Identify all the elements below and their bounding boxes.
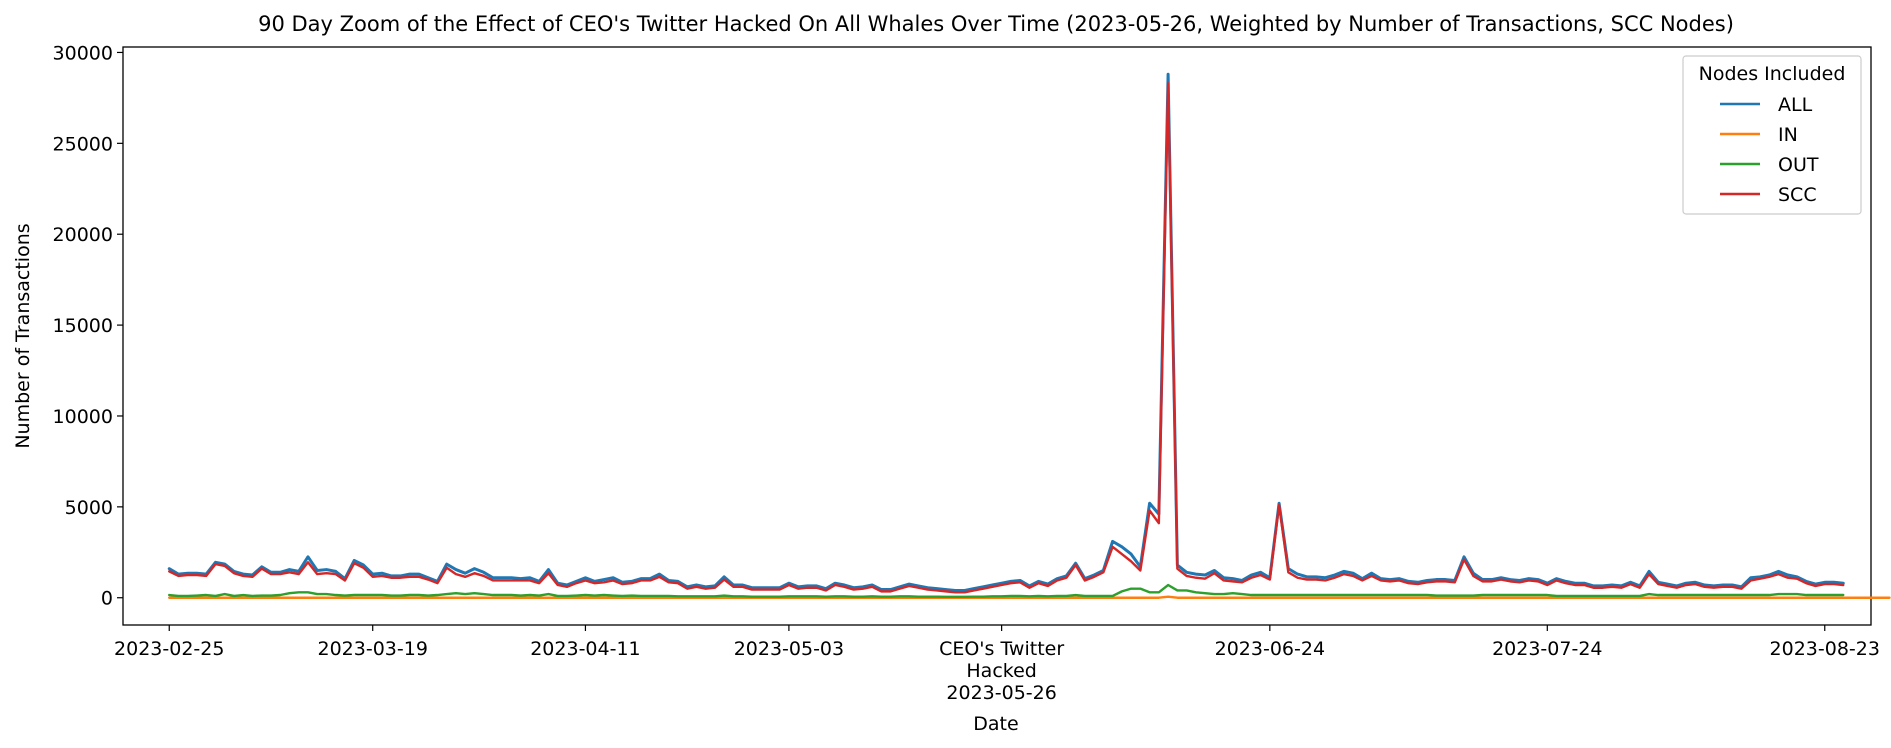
y-axis-ticks: 0 5000 10000 15000 20000 25000 30000 bbox=[53, 42, 123, 610]
y-tick-label: 30000 bbox=[53, 42, 113, 64]
x-tick-label: 2023-05-26 bbox=[946, 682, 1056, 704]
x-tick-label: 2023-03-19 bbox=[318, 638, 428, 660]
series-line-out bbox=[168, 583, 1845, 599]
x-tick-label: 2023-06-24 bbox=[1215, 638, 1325, 660]
y-tick-label: 10000 bbox=[53, 406, 113, 428]
y-tick-label: 15000 bbox=[53, 315, 113, 337]
y-tick-label: 20000 bbox=[53, 224, 113, 246]
series-line-in bbox=[168, 595, 1891, 599]
legend-label-out: OUT bbox=[1778, 154, 1819, 176]
series-line-scc bbox=[168, 82, 1845, 594]
x-tick-label: Hacked bbox=[966, 660, 1036, 682]
x-tick-label: 2023-04-11 bbox=[530, 638, 640, 660]
x-axis-label: Date bbox=[973, 713, 1018, 735]
legend-label-all: ALL bbox=[1778, 94, 1813, 116]
y-tick-label: 5000 bbox=[65, 497, 113, 519]
x-tick-label: 2023-02-25 bbox=[114, 638, 224, 660]
legend: Nodes Included ALL IN OUT SCC bbox=[1682, 55, 1862, 215]
series-line-all bbox=[167, 72, 1845, 592]
legend-label-scc: SCC bbox=[1778, 184, 1817, 206]
y-axis-label: Number of Transactions bbox=[12, 223, 34, 448]
y-tick-label: 0 bbox=[101, 588, 113, 610]
y-tick-label: 25000 bbox=[53, 133, 113, 155]
x-tick-label: 2023-08-23 bbox=[1770, 638, 1880, 660]
legend-items: ALL IN OUT SCC bbox=[1720, 94, 1819, 206]
x-tick-label: CEO's Twitter bbox=[939, 638, 1064, 660]
x-tick-label: 2023-07-24 bbox=[1492, 638, 1602, 660]
series-layer bbox=[167, 72, 1891, 599]
legend-label-in: IN bbox=[1778, 124, 1798, 146]
legend-title: Nodes Included bbox=[1699, 63, 1846, 85]
x-tick-label: 2023-05-03 bbox=[734, 638, 844, 660]
chart-title: 90 Day Zoom of the Effect of CEO's Twitt… bbox=[258, 12, 1734, 36]
legend-frame bbox=[1682, 55, 1862, 215]
plot-area-frame bbox=[122, 46, 1872, 626]
x-axis-ticks: 2023-02-25 2023-03-19 2023-04-11 2023-05-03… bbox=[114, 625, 1880, 704]
